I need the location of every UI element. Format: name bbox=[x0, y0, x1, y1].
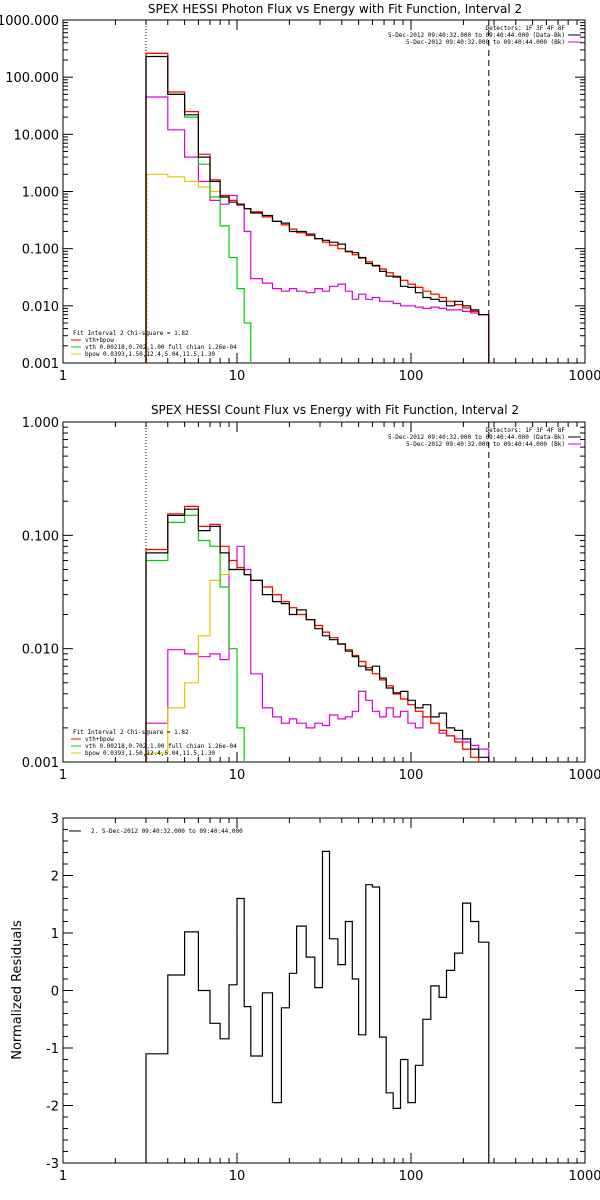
photon-flux-y-tick-label: 1000.000 bbox=[0, 14, 59, 29]
count-flux-legend-entry: bpow 0.0393,1.50,12.4,5.04,11.5,1.30 bbox=[85, 750, 215, 757]
count-flux-header-line: 5-Dec-2012 09:40:32.000 to 09:40:44.000 … bbox=[388, 434, 565, 441]
residuals-y-tick-label: -1 bbox=[46, 1042, 59, 1057]
photon-flux-series-bpow bbox=[145, 173, 490, 363]
count-flux-series-bk bbox=[145, 545, 490, 762]
residuals-panel: Normalized Residuals 1 10 100 1000 -3 -2 -1 0 1 2… bbox=[10, 812, 600, 1184]
residuals-plot-frame bbox=[62, 817, 586, 1164]
count-flux-x-tick-label: 100 bbox=[399, 768, 424, 783]
photon-flux-series-vth-bpow bbox=[145, 52, 490, 363]
photon-flux-legend-entry: vth+bpow bbox=[85, 337, 114, 344]
count-flux-title: SPEX HESSI Count Flux vs Energy with Fit… bbox=[151, 403, 519, 417]
photon-flux-legend-entry: bpow 0.0393,1.50,12.4,5.04,11.5,1.30 bbox=[85, 351, 215, 358]
photon-flux-header-line: 5-Dec-2012 09:40:32.000 to 09:40:44.000 … bbox=[388, 32, 565, 39]
count-flux-legend-entry: vth+bpow bbox=[85, 736, 114, 743]
count-flux-legend-entry: vth 0.00218,0.702,1.00 full chian 1.26e-… bbox=[85, 743, 237, 750]
photon-flux-series-data-bk bbox=[145, 55, 490, 363]
residuals-x-tick-label: 1000 bbox=[568, 1169, 600, 1184]
count-flux-series-data-bk bbox=[145, 508, 490, 762]
photon-flux-y-tick-label: 0.001 bbox=[22, 357, 59, 372]
count-flux-series-vth-bpow bbox=[145, 505, 480, 762]
photon-flux-y-tick-label: 0.010 bbox=[22, 300, 59, 315]
residuals-series-2-5-dec-2012-09-40-32-000-to-09-40-44-000 bbox=[145, 850, 490, 1163]
residuals-x-tick-label: 10 bbox=[229, 1169, 246, 1184]
photon-flux-y-tick-label: 10.000 bbox=[14, 128, 60, 143]
count-flux-x-tick-label: 10 bbox=[229, 768, 246, 783]
count-flux-x-tick-label: 1000 bbox=[568, 768, 600, 783]
photon-flux-y-tick-label: 100.000 bbox=[5, 71, 59, 86]
count-flux-x-tick-label: 1 bbox=[59, 768, 67, 783]
photon-flux-x-tick-label: 1 bbox=[59, 369, 67, 384]
count-flux-panel: SPEX HESSI Count Flux vs Energy with Fit… bbox=[22, 403, 600, 783]
residuals-y-tick-label: 2 bbox=[51, 870, 59, 885]
count-flux-y-tick-label: 0.010 bbox=[22, 643, 59, 658]
photon-flux-title: SPEX HESSI Photon Flux vs Energy with Fi… bbox=[148, 2, 522, 16]
count-flux-header-line: Detectors: 1F 3F 4F 8F bbox=[486, 427, 566, 434]
residuals-x-tick-label: 1 bbox=[59, 1169, 67, 1184]
photon-flux-panel: SPEX HESSI Photon Flux vs Energy with Fi… bbox=[0, 2, 600, 384]
residuals-y-axis-label: Normalized Residuals bbox=[10, 920, 25, 1060]
photon-flux-y-tick-label: 1.000 bbox=[22, 186, 59, 201]
count-flux-y-tick-label: 0.100 bbox=[22, 529, 59, 544]
photon-flux-header-line: 5-Dec-2012 09:40:32.000 to 09:40:44.000 … bbox=[406, 39, 565, 46]
photon-flux-x-tick-label: 100 bbox=[399, 369, 424, 384]
photon-flux-y-tick-label: 0.100 bbox=[22, 243, 59, 258]
count-flux-series-bpow bbox=[145, 568, 480, 762]
photon-flux-legend-entry: vth 0.00218,0.702,1.00 full chian 1.26e-… bbox=[85, 344, 237, 351]
count-flux-header-line: 5-Dec-2012 09:40:32.000 to 09:40:44.000 … bbox=[406, 441, 565, 448]
count-flux-y-tick-label: 1.000 bbox=[22, 416, 59, 431]
count-flux-y-tick-label: 0.001 bbox=[22, 756, 59, 771]
photon-flux-series-bk bbox=[145, 96, 490, 363]
count-flux-plot-frame bbox=[62, 421, 586, 763]
residuals-y-tick-label: -2 bbox=[46, 1100, 59, 1115]
residuals-y-tick-label: 0 bbox=[51, 985, 59, 1000]
residuals-y-tick-label: -3 bbox=[46, 1157, 59, 1172]
count-flux-legend-entry: Fit Interval 2 Chi-square = 1.82 bbox=[73, 729, 189, 736]
photon-flux-x-tick-label: 1000 bbox=[568, 369, 600, 384]
residuals-x-tick-label: 100 bbox=[399, 1169, 424, 1184]
photon-flux-legend-entry: Fit Interval 2 Chi-square = 1.82 bbox=[73, 330, 189, 337]
photon-flux-x-tick-label: 10 bbox=[229, 369, 246, 384]
residuals-legend-entry: 2. 5-Dec-2012 09:40:32.000 to 09:40:44.0… bbox=[91, 828, 243, 835]
photon-flux-plot-frame bbox=[62, 19, 586, 364]
photon-flux-header-line: Detectors: 1F 3F 4F 8F bbox=[486, 25, 566, 32]
residuals-y-tick-label: 3 bbox=[51, 812, 59, 827]
residuals-y-tick-label: 1 bbox=[51, 927, 59, 942]
